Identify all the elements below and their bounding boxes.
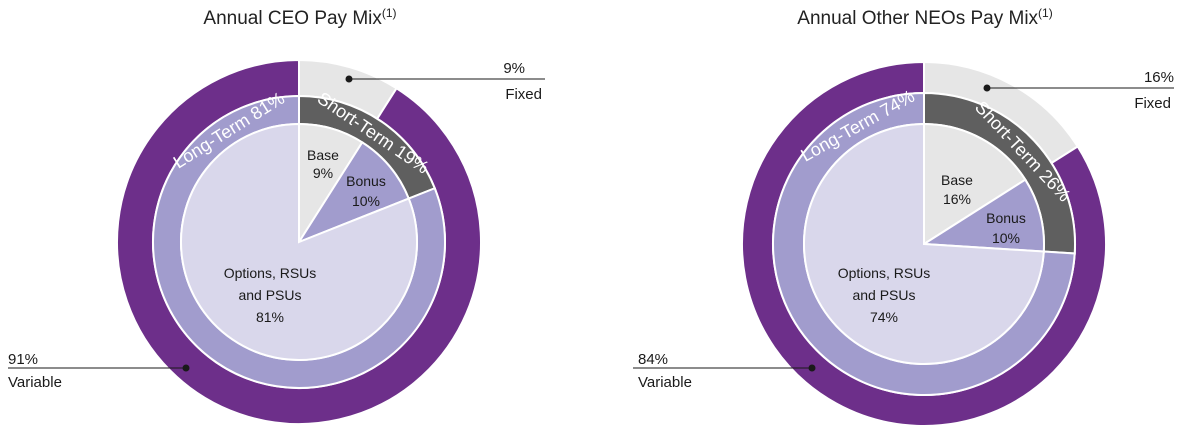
ceo-options-label-line1: Options, RSUs [224, 265, 317, 281]
ceo-bonus-value: 10% [352, 193, 380, 209]
neo-bonus-slice [920, 178, 1045, 253]
neo-options-label-line1: Options, RSUs [838, 265, 931, 281]
neo-options-value: 74% [870, 309, 898, 325]
neo-base-slice [923, 122, 1027, 246]
neo-bonus-value: 10% [992, 230, 1020, 246]
ceo-options-rsus-psus-slice [180, 122, 418, 361]
ceo-options-value: 81% [256, 309, 284, 325]
neo-options-rsus-psus-slice [802, 122, 1045, 365]
ceo-variable-callout-dot [182, 364, 190, 372]
neo-fixed-name: Fixed [1134, 95, 1171, 112]
neo-options-label-line2: and PSUs [852, 287, 915, 303]
neo-base-label: Base [941, 172, 973, 188]
neo-pie-chart: Short-Term 26%Long-Term 74%Base16%Bonus1… [633, 60, 1174, 427]
ceo-variable-name: Variable [8, 374, 62, 391]
neo-variable-name: Variable [638, 374, 692, 391]
neo-chart-title: Annual Other NEOs Pay Mix(1) [797, 6, 1053, 29]
neo-base-value: 16% [943, 191, 971, 207]
neo-bonus-label: Bonus [986, 210, 1026, 226]
neo-fixed-value: 16% [1144, 69, 1174, 86]
ceo-bonus-label: Bonus [346, 173, 386, 189]
ceo-chart-title: Annual CEO Pay Mix(1) [203, 6, 397, 29]
ceo-base-label: Base [307, 147, 339, 163]
ceo-fixed-value: 9% [503, 60, 525, 77]
ceo-fixed-callout-dot [345, 75, 353, 83]
neo-fixed-callout-dot [983, 84, 991, 92]
ceo-bonus-slice [296, 140, 411, 245]
ceo-fixed-name: Fixed [505, 86, 542, 103]
ceo-base-value: 9% [313, 165, 333, 181]
ceo-options-label-line2: and PSUs [238, 287, 301, 303]
neo-variable-callout-dot [808, 364, 816, 372]
neo-variable-value: 84% [638, 351, 668, 368]
ceo-variable-value: 91% [8, 351, 38, 368]
